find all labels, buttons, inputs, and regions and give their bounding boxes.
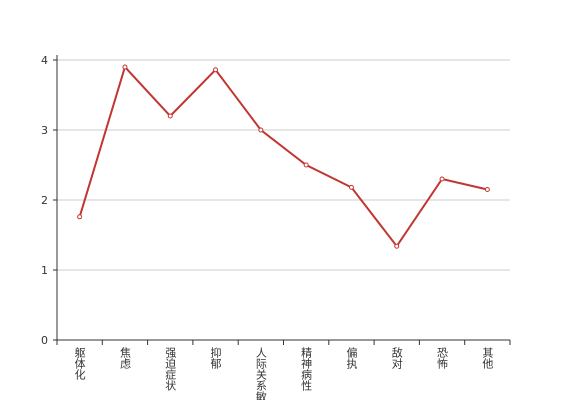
point — [122, 64, 128, 70]
point — [258, 127, 264, 133]
point — [439, 176, 445, 182]
point — [394, 243, 400, 249]
x-tick-label: 焦虑 — [118, 347, 131, 369]
x-tick-label: 恐怖 — [436, 347, 449, 369]
y-tick-label: 2 — [41, 194, 48, 207]
point — [484, 187, 490, 192]
x-tick-label: 偏执 — [345, 346, 358, 370]
x-tick-label: 敌对 — [390, 346, 403, 369]
x-tick-label: 抑郁 — [209, 346, 222, 369]
x-tick-label: 躯体化 — [73, 347, 86, 381]
point — [213, 67, 219, 73]
y-tick-label: 0 — [41, 334, 48, 347]
x-tick-label: 人际关系敏感 — [254, 347, 267, 400]
point — [348, 184, 354, 190]
x-tick-label: 强迫症状 — [164, 347, 177, 391]
point — [303, 162, 309, 168]
x-tick-label: 精神病性 — [300, 347, 313, 392]
y-tick-label: 3 — [41, 124, 48, 137]
line — [78, 65, 488, 248]
y-tick-label: 1 — [41, 264, 48, 277]
point — [167, 113, 173, 119]
point — [77, 214, 83, 220]
y-tick-label: 4 — [41, 54, 48, 67]
x-tick-label: 其他 — [481, 347, 494, 369]
